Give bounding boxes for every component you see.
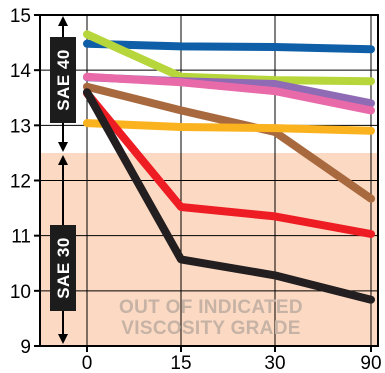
series-line-7 xyxy=(83,89,375,238)
y-tick-label: 9 xyxy=(20,337,31,358)
sae-30-label: SAE 30 xyxy=(54,237,73,299)
out-of-grade-label-line1: OUT OF INDICATED xyxy=(119,297,303,318)
x-axis-ticks: 0 15 30 90 xyxy=(82,346,382,373)
out-of-grade-zone xyxy=(40,153,378,346)
band-sae-30: SAE 30 xyxy=(50,155,76,344)
series-line-5 xyxy=(83,82,375,203)
series-lines xyxy=(83,30,375,304)
x-tick-label: 90 xyxy=(360,353,381,373)
series-line-2 xyxy=(83,30,375,86)
series-line-6 xyxy=(83,119,375,135)
sae-40-label-box xyxy=(50,37,76,123)
out-of-grade-label-line2: VISCOSITY GRADE xyxy=(121,318,300,339)
y-tick-label: 11 xyxy=(11,227,31,248)
y-tick-label: 14 xyxy=(10,61,32,82)
y-tick-label: 10 xyxy=(10,282,31,303)
series-line-4 xyxy=(83,72,375,115)
sae-30-label-box xyxy=(50,225,76,311)
y-axis-ticks: 9 10 11 12 13 14 15 xyxy=(10,6,40,358)
band-sae-40: SAE 40 xyxy=(50,16,76,152)
series-line-8 xyxy=(83,88,375,304)
y-tick-label: 15 xyxy=(10,6,31,27)
y-tick-label: 13 xyxy=(10,116,31,137)
x-tick-label: 15 xyxy=(170,353,191,373)
x-tick-label: 0 xyxy=(82,353,93,373)
gridlines xyxy=(40,14,378,347)
series-line-1 xyxy=(83,39,375,54)
y-tick-label: 12 xyxy=(10,172,31,193)
sae-40-label: SAE 40 xyxy=(54,49,73,111)
x-tick-label: 30 xyxy=(264,353,285,373)
